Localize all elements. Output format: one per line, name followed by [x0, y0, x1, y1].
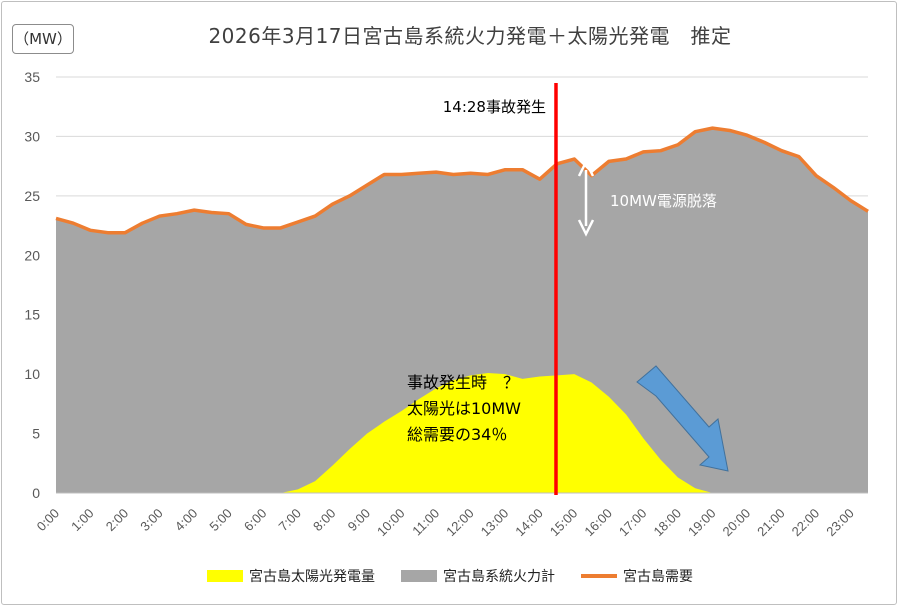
- solar-note-line-1: 事故発生時 ？: [407, 373, 519, 392]
- legend-item-solar: 宮古島太陽光発電量: [207, 566, 375, 586]
- x-tick-label: 21:00: [754, 506, 788, 540]
- x-tick-label: 11:00: [409, 506, 442, 539]
- x-tick-label: 19:00: [685, 506, 719, 540]
- x-tick-label: 5:00: [206, 506, 235, 535]
- legend-item-thermal: 宮古島系統火力計: [401, 566, 555, 586]
- x-tick-label: 4:00: [172, 506, 201, 535]
- y-tick-label: 25: [24, 188, 40, 204]
- y-tick-label: 30: [24, 128, 40, 144]
- chart-title: 2026年3月17日宮古島系統火力発電＋太陽光発電 推定: [208, 24, 732, 48]
- legend-label-solar: 宮古島太陽光発電量: [249, 569, 375, 585]
- x-tick-label: 14:00: [512, 506, 546, 540]
- x-tick-label: 15:00: [547, 506, 581, 540]
- legend: 宮古島太陽光発電量 宮古島系統火力計 宮古島需要: [0, 566, 900, 586]
- x-tick-label: 3:00: [137, 506, 166, 535]
- power-loss-label: 10MW電源脱落: [610, 192, 717, 210]
- x-tick-label: 13:00: [478, 506, 512, 540]
- x-tick-label: 9:00: [345, 506, 374, 535]
- x-tick-label: 1:00: [68, 506, 97, 535]
- x-tick-label: 12:00: [443, 506, 477, 540]
- y-tick-label: 0: [32, 485, 40, 501]
- power-loss-arrow-head-up: [577, 159, 595, 177]
- legend-swatch-thermal: [401, 570, 437, 582]
- x-tick-label: 18:00: [650, 506, 684, 540]
- x-tick-label: 22:00: [789, 506, 823, 540]
- y-tick-label: 5: [32, 426, 40, 442]
- legend-item-demand: 宮古島需要: [581, 566, 693, 586]
- power-loss-arrow-head-down: [577, 219, 595, 237]
- legend-swatch-demand: [581, 574, 617, 578]
- demand-line: [55, 126, 869, 235]
- solar-note-line-2: 太陽光は10MW: [407, 399, 521, 418]
- x-tick-label: 7:00: [275, 506, 304, 535]
- x-tick-label: 0:00: [34, 506, 63, 535]
- solar-note-line-3: 総需要の34％: [407, 425, 507, 444]
- y-tick-label: 35: [24, 69, 40, 85]
- x-tick-label: 23:00: [823, 506, 857, 540]
- chart-svg: 0 5 10 15 20 25 30 35 0:00 1:00 2:00 3:00 4:00 5:00 6:…: [24, 69, 869, 540]
- accident-label: 14:28事故発生: [443, 98, 546, 116]
- legend-swatch-solar: [207, 570, 243, 582]
- legend-label-thermal: 宮古島系統火力計: [443, 569, 555, 585]
- x-tick-label: 2:00: [103, 506, 132, 535]
- x-tick-label: 20:00: [720, 506, 754, 540]
- x-tick-label: 6:00: [241, 506, 270, 535]
- x-tick-label: 16:00: [581, 506, 615, 540]
- trend-arrow-icon: [636, 365, 729, 472]
- solar-area: [56, 372, 868, 493]
- x-tick-label: 17:00: [616, 506, 650, 540]
- y-tick-label: 10: [24, 366, 40, 382]
- x-tick-label: 8:00: [310, 506, 339, 535]
- y-tick-label: 20: [24, 247, 40, 263]
- y-tick-label: 15: [24, 307, 40, 323]
- x-tick-label: 10:00: [374, 506, 408, 540]
- legend-label-demand: 宮古島需要: [623, 569, 693, 585]
- y-axis-unit-label: （MW）: [12, 24, 74, 54]
